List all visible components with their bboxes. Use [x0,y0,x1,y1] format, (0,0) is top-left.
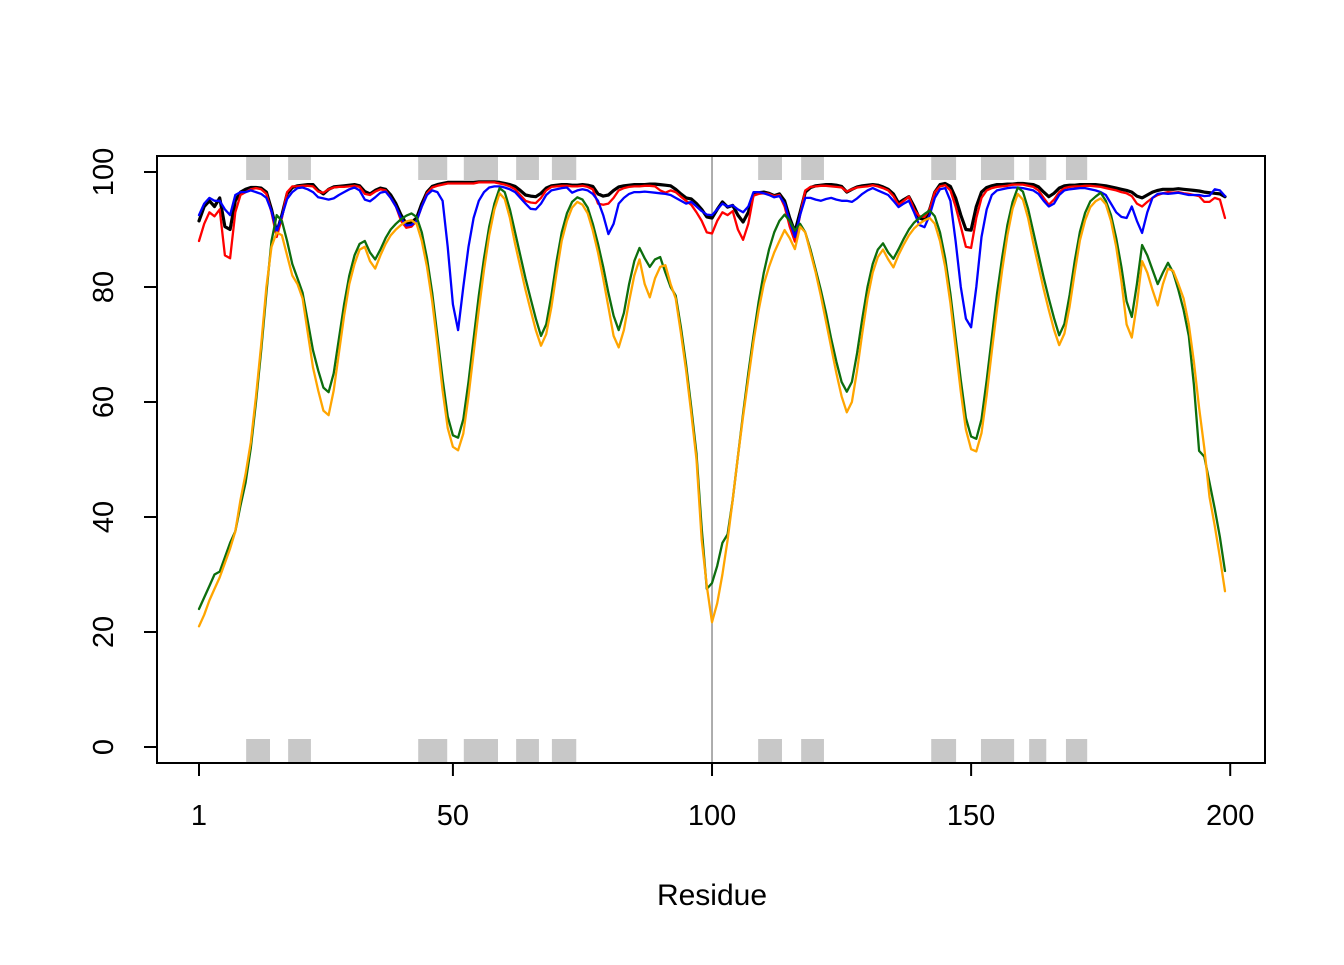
y-tick-label: 40 [88,501,120,533]
series-line-blue [197,185,1227,332]
chart-series [197,180,1227,628]
sse-helix-block-bottom [931,739,957,763]
y-tick-label: 0 [88,739,120,755]
series-line-darkgreen [197,186,1227,611]
sse-helix-block-top [758,156,782,180]
sse-helix-block-bottom [980,739,1015,763]
sse-helix-block-bottom [758,739,782,763]
sse-helix-block-bottom [801,739,824,763]
series-line-red [197,181,1227,260]
sse-helix-block-top [516,156,539,180]
y-tick-label: 20 [88,616,120,648]
sse-helix-block-bottom [551,739,577,763]
sse-helix-block-top [551,156,577,180]
sse-helix-block-top [246,156,270,180]
sse-helix-block-bottom [418,739,448,763]
series-line-orange [197,192,1227,628]
x-tick-label: 50 [437,800,469,832]
sse-helix-block-top [1065,156,1088,180]
sse-helix-block-top [463,156,499,180]
sse-helix-block-top [1029,156,1047,180]
sse-helix-block-top [288,156,311,180]
x-tick-label: 100 [688,800,736,832]
sse-helix-block-bottom [246,739,270,763]
y-tick-label: 100 [88,148,120,196]
sse-helix-block-bottom [288,739,311,763]
sse-helix-block-bottom [516,739,539,763]
y-tick-label: 60 [88,386,120,418]
y-tick-label: 80 [88,271,120,303]
x-tick-label: 200 [1206,800,1254,832]
sse-helix-block-top [931,156,957,180]
sse-helix-block-top [801,156,824,180]
chart-underlays [246,156,1088,763]
sse-helix-block-top [980,156,1015,180]
sse-helix-block-bottom [1065,739,1088,763]
x-tick-label: 150 [947,800,995,832]
x-tick-label: 1 [191,800,207,832]
sse-helix-block-bottom [1029,739,1047,763]
x-axis-title: Residue [657,879,767,912]
sse-helix-block-bottom [463,739,499,763]
sse-helix-block-top [418,156,448,180]
plot-box [156,155,1266,764]
